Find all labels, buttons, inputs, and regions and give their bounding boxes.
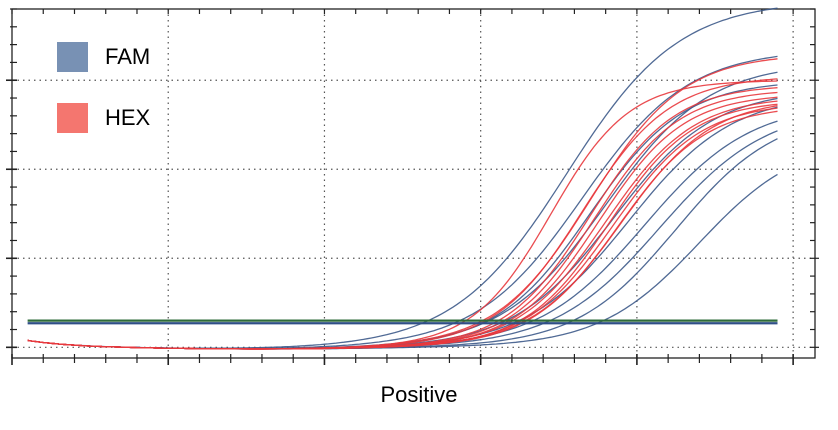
legend-item-fam: FAM [57, 42, 150, 72]
curve-hex [27, 103, 778, 350]
x-axis-label: Positive [380, 382, 458, 407]
curve-hex [27, 107, 778, 350]
legend-label-hex: HEX [105, 105, 151, 130]
plot-frame [11, 8, 816, 359]
curve-fam [27, 97, 778, 350]
curve-hex [27, 96, 778, 350]
curve-fam [27, 120, 778, 350]
legend-item-hex: HEX [57, 103, 150, 133]
curve-hex [27, 105, 778, 350]
curve-fam [27, 138, 778, 350]
legend-label-fam: FAM [105, 44, 151, 69]
curve-fam [27, 130, 778, 350]
curve-fam [27, 106, 778, 350]
legend-swatch-hex [57, 103, 88, 133]
legend-swatch-fam [57, 42, 88, 72]
